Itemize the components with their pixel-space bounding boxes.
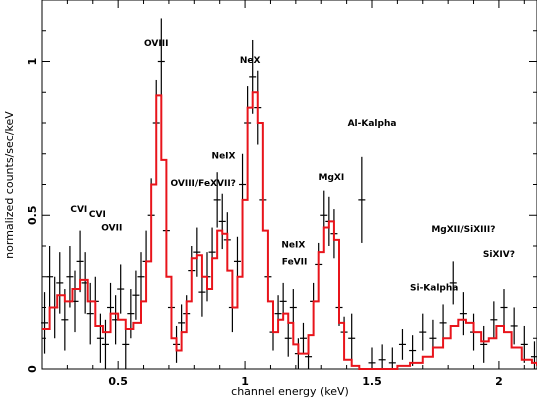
data-point xyxy=(127,289,135,339)
data-point xyxy=(117,264,125,314)
line-annotation-label: CVI xyxy=(89,210,106,220)
data-point xyxy=(348,313,356,363)
y-axis-ticks: 00.51 xyxy=(26,0,537,373)
data-point xyxy=(459,292,467,336)
line-annotation-label: CVI xyxy=(70,205,87,215)
line-annotation-label: Si-Kalpha xyxy=(410,284,458,294)
data-point xyxy=(449,261,457,305)
data-point xyxy=(439,304,447,342)
x-tick-label: 1 xyxy=(241,375,249,388)
data-point xyxy=(132,270,140,320)
data-point xyxy=(398,329,406,360)
data-point xyxy=(490,301,498,339)
line-annotation-label: OVIII/FeXVII? xyxy=(170,179,235,189)
data-point xyxy=(213,172,221,228)
model-series-line xyxy=(42,91,537,370)
data-point xyxy=(480,325,488,363)
line-annotation-label: MgXII/SiXIII? xyxy=(431,225,495,235)
data-point xyxy=(520,325,528,363)
line-annotation-label: NeIX xyxy=(281,241,305,251)
data-point xyxy=(157,18,165,105)
data-point xyxy=(66,246,74,308)
data-point xyxy=(41,292,49,354)
data-point xyxy=(289,289,297,326)
x-tick-label: 0.5 xyxy=(108,375,128,388)
data-point xyxy=(193,227,201,277)
line-annotation-label: NeX xyxy=(240,56,261,66)
data-point xyxy=(510,307,518,345)
line-annotation-label: MgXI xyxy=(319,173,345,183)
data-point xyxy=(96,313,104,363)
data-point xyxy=(86,282,94,345)
x-axis-ticks: 0.5 1 1.5 2 xyxy=(41,0,525,388)
y-tick-label: 0.5 xyxy=(26,206,39,226)
x-axis-label: channel energy (keV) xyxy=(231,385,349,398)
data-point xyxy=(46,246,54,308)
data-point xyxy=(409,335,417,366)
line-annotations: CVI CVI OVII OVIII OVIII/FeXVII? NeIX NeX NeIX F… xyxy=(70,39,515,293)
line-annotation-label: OVII xyxy=(101,224,122,234)
y-tick-label: 0 xyxy=(26,365,39,373)
data-point xyxy=(358,156,366,243)
data-point xyxy=(284,319,292,357)
data-point xyxy=(388,347,396,369)
x-tick-label: 2 xyxy=(495,375,503,388)
data-point xyxy=(101,319,109,369)
line-annotation-label: Al-Kalpha xyxy=(348,119,397,129)
line-annotation-label: NeIX xyxy=(212,151,236,161)
x-tick-label: 1.5 xyxy=(362,375,382,388)
line-annotation-label: OVIII xyxy=(144,39,168,49)
data-point xyxy=(419,313,427,351)
data-point xyxy=(56,252,64,314)
line-annotation-label: FeVII xyxy=(282,257,308,267)
y-axis-label: normalized counts/sec/keV xyxy=(3,111,16,259)
data-point xyxy=(137,252,145,302)
data-point xyxy=(218,193,226,250)
data-point xyxy=(500,289,508,326)
data-point xyxy=(378,344,386,369)
data-point xyxy=(299,322,307,354)
y-tick-label: 1 xyxy=(26,58,39,66)
line-annotation-label: SiXIV? xyxy=(483,250,515,260)
data-point xyxy=(368,347,376,369)
